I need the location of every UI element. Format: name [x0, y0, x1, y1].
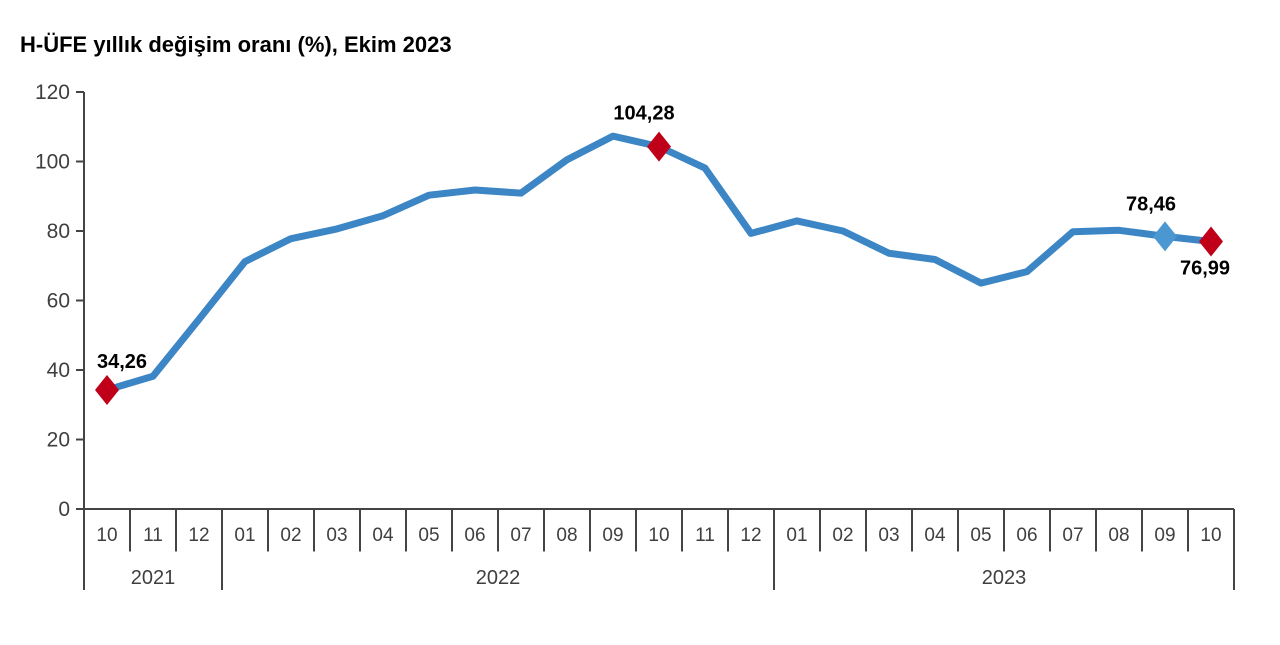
series — [103, 132, 1215, 394]
data-label: 78,46 — [1126, 193, 1176, 215]
y-tick-label: 60 — [47, 290, 70, 313]
month-tick-label: 03 — [878, 525, 899, 546]
month-tick-label: 09 — [602, 525, 623, 546]
month-tick-label: 10 — [648, 525, 669, 546]
month-tick-label: 04 — [372, 525, 394, 546]
data-marker — [1199, 226, 1223, 257]
data-label: 34,26 — [97, 351, 147, 373]
data-marker — [647, 131, 671, 162]
chart-title: H-ÜFE yıllık değişim oranı (%), Ekim 202… — [20, 32, 452, 57]
month-tick-label: 06 — [464, 525, 485, 546]
data-label: 104,28 — [613, 103, 674, 125]
y-tick-label: 100 — [35, 151, 70, 174]
month-tick-label: 11 — [143, 525, 163, 546]
month-tick-label: 03 — [326, 525, 347, 546]
month-tick-label: 01 — [234, 525, 255, 546]
month-tick-label: 04 — [924, 525, 946, 546]
month-tick-label: 05 — [418, 525, 439, 546]
year-label: 2022 — [476, 567, 521, 589]
y-tick-label: 80 — [47, 220, 70, 243]
month-tick-label: 07 — [1062, 525, 1083, 546]
month-tick-label: 10 — [96, 525, 117, 546]
y-tick-label: 120 — [35, 81, 70, 104]
x-axis-table: 10 11 12 01 02 03 04 05 06 07 08 09 10 11 12 01 02 03 04 05… — [84, 508, 1235, 590]
year-label: 2021 — [131, 567, 176, 589]
y-tick-label: 20 — [47, 429, 70, 452]
data-label: 76,99 — [1180, 257, 1230, 279]
month-tick-label: 08 — [556, 525, 577, 546]
annotations: 34,26 104,28 78,46 76,99 — [95, 103, 1230, 405]
data-marker — [95, 374, 119, 405]
month-tick-label: 11 — [695, 525, 715, 546]
month-tick-label: 05 — [970, 525, 991, 546]
month-tick-label: 01 — [786, 525, 807, 546]
month-tick-label: 08 — [1108, 525, 1129, 546]
month-tick-label: 02 — [280, 525, 301, 546]
year-label: 2023 — [982, 567, 1027, 589]
month-tick-label: 10 — [1200, 525, 1221, 546]
month-tick-label: 02 — [832, 525, 853, 546]
month-tick-label: 06 — [1016, 525, 1037, 546]
month-tick-label: 12 — [188, 525, 209, 546]
y-axis: 0 20 40 60 80 100 120 — [35, 81, 85, 590]
y-tick-label: 40 — [47, 359, 70, 382]
month-tick-label: 12 — [740, 525, 761, 546]
series-line — [103, 132, 1215, 394]
data-marker — [1153, 221, 1177, 252]
month-tick-label: 09 — [1154, 525, 1175, 546]
y-tick-label: 0 — [58, 498, 70, 521]
month-tick-label: 07 — [510, 525, 531, 546]
